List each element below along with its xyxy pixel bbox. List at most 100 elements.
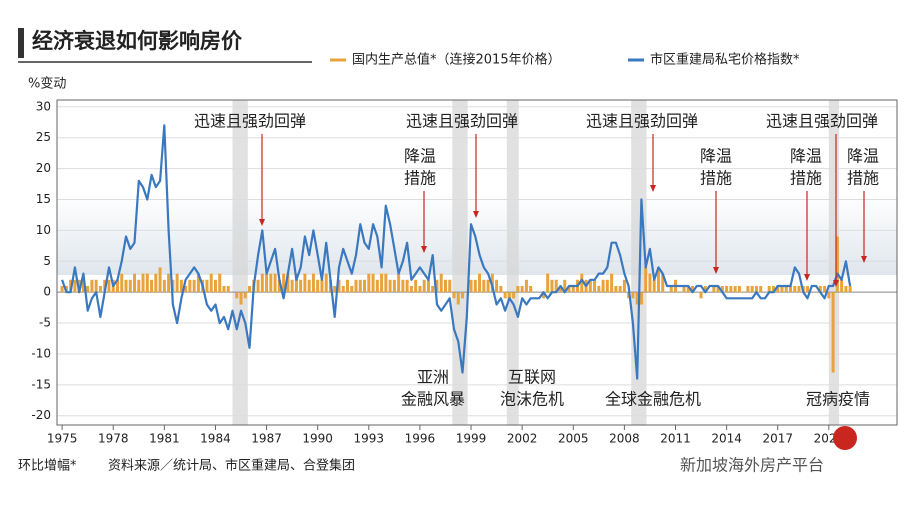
x-tick-label: 1993 <box>354 432 385 446</box>
gdp-bar <box>703 285 707 293</box>
annotation: 冠病疫情 <box>806 390 870 409</box>
gdp-bar <box>358 279 362 293</box>
annotation-arrowhead <box>259 219 265 226</box>
price-line <box>61 124 852 380</box>
gdp-bar <box>124 279 128 293</box>
gdp-bar <box>303 273 307 293</box>
gdp-bar <box>107 279 111 293</box>
gdp-bar <box>422 279 426 293</box>
annotation: 迅速且强劲回弹 <box>766 112 878 131</box>
annotation: 迅速且强劲回弹 <box>586 112 698 131</box>
gdp-bar <box>354 279 358 293</box>
x-tick-label: 2005 <box>558 432 589 446</box>
gdp-bar <box>162 279 166 293</box>
gdp-bar <box>733 285 737 293</box>
x-tick-label: 2011 <box>660 432 691 446</box>
gdp-bar <box>507 292 511 299</box>
annotation: 迅速且强劲回弹 <box>406 112 518 131</box>
gdp-bar <box>499 285 503 293</box>
annotation: 金融风暴 <box>401 390 465 409</box>
gdp-bar <box>337 279 341 293</box>
gdp-bar <box>167 273 171 293</box>
gdp-bar <box>205 279 209 293</box>
gdp-bar <box>558 285 562 293</box>
x-tick-label: 1984 <box>200 432 231 446</box>
gdp-bar <box>635 292 639 305</box>
gdp-bar <box>452 292 456 299</box>
legend-label: 市区重建局私宅价格指数* <box>650 52 800 68</box>
recession-band <box>232 100 248 425</box>
gdp-bar <box>712 285 716 293</box>
gdp-bar <box>350 285 354 293</box>
gdp-bar <box>282 273 286 293</box>
annotation: 降温 <box>700 147 732 166</box>
gdp-bar <box>324 273 328 293</box>
x-tick-label: 2017 <box>762 432 793 446</box>
gdp-bar <box>524 279 528 293</box>
gdp-bar <box>120 273 124 293</box>
gdp-bar <box>691 285 695 293</box>
gdp-bar <box>563 279 567 293</box>
gdp-bar <box>495 279 499 293</box>
gdp-bar <box>682 285 686 293</box>
x-tick-label: 1978 <box>98 432 129 446</box>
y-tick-label: 20 <box>36 161 51 175</box>
gdp-bar <box>60 285 64 293</box>
gdp-bar <box>133 273 137 293</box>
gdp-bar <box>316 279 320 293</box>
source: 资料来源／统计局、市区重建局、合登集团 <box>108 458 355 474</box>
gdp-bar <box>226 285 230 293</box>
gdp-bar <box>614 285 618 293</box>
gdp-bar <box>503 292 507 299</box>
gdp-bar <box>363 279 367 293</box>
gdp-bar <box>554 279 558 293</box>
annotation: 降温 <box>404 147 436 166</box>
gdp-bar <box>622 279 626 293</box>
gdp-bar <box>273 273 277 293</box>
gdp-bar <box>333 285 337 293</box>
watermark: 新加坡海外房产平台 <box>680 456 824 475</box>
gdp-bar <box>656 267 660 293</box>
gdp-bar <box>290 279 294 293</box>
gdp-bar <box>610 273 614 293</box>
x-tick-label: 2008 <box>609 432 640 446</box>
annotation: 措施 <box>790 169 822 188</box>
gdp-bar <box>725 285 729 293</box>
gdp-bar <box>260 273 264 293</box>
gdp-bar <box>141 273 145 293</box>
gdp-bar <box>835 236 839 293</box>
gdp-bar <box>771 285 775 293</box>
gdp-bar <box>720 285 724 293</box>
gdp-bar <box>546 273 550 293</box>
gdp-bar <box>482 279 486 293</box>
gdp-bar <box>439 273 443 293</box>
gdp-bar <box>94 279 98 293</box>
gdp-bar <box>86 285 90 293</box>
gdp-bar <box>520 285 524 293</box>
annotation: 措施 <box>404 169 436 188</box>
y-tick-label: 5 <box>43 254 51 268</box>
chart-title: 经济衰退如何影响房价 <box>32 29 243 53</box>
gdp-bar <box>175 273 179 293</box>
gdp-bar <box>222 285 226 293</box>
gdp-bar <box>601 279 605 293</box>
gdp-bar <box>209 273 213 293</box>
gdp-bar <box>478 273 482 293</box>
gdp-bar <box>418 285 422 293</box>
gdp-bar <box>597 285 601 293</box>
gdp-bar <box>98 285 102 293</box>
gdp-bar <box>639 292 643 305</box>
recession-band <box>452 100 468 425</box>
gdp-bar <box>235 292 239 299</box>
x-tick-label: 1996 <box>405 432 436 446</box>
gdp-bar <box>780 285 784 293</box>
gdp-bar <box>729 285 733 293</box>
gdp-bar <box>443 279 447 293</box>
gdp-bar <box>644 267 648 293</box>
gdp-bar <box>286 273 290 293</box>
gdp-bar <box>737 285 741 293</box>
gdp-bar <box>367 273 371 293</box>
annotation-arrowhead <box>650 185 656 192</box>
annotation-arrowhead <box>421 246 427 253</box>
annotation-arrowhead <box>833 280 839 287</box>
